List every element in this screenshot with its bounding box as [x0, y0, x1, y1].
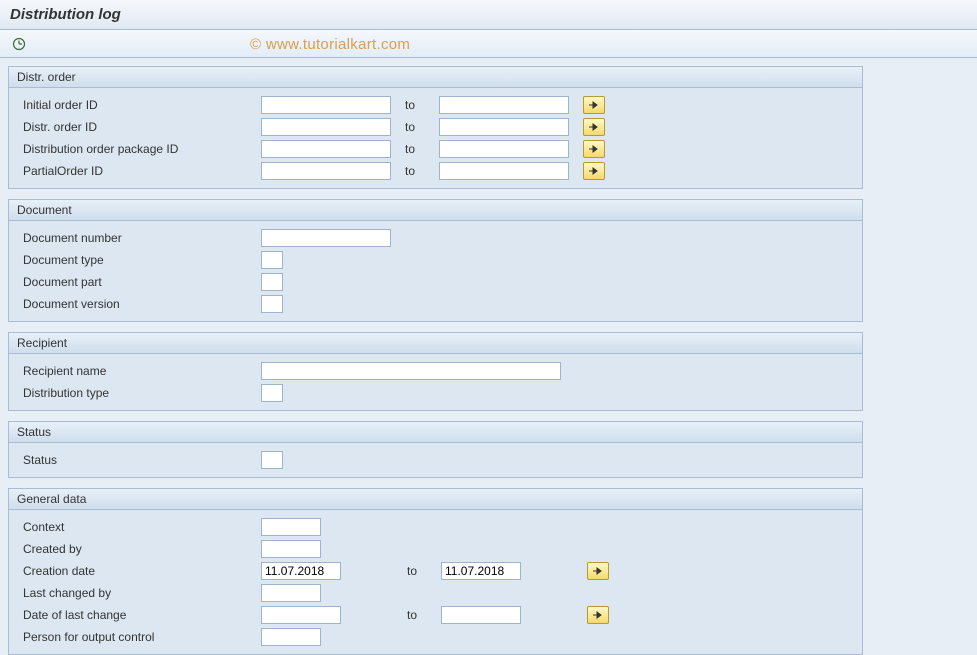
multi-select-button[interactable]: [583, 118, 605, 136]
row-partial-order-id: PartialOrder ID to: [17, 160, 609, 182]
document-part-input[interactable]: [261, 273, 283, 291]
document-type-input[interactable]: [261, 251, 283, 269]
label-distribution-type: Distribution type: [17, 382, 257, 404]
partial-order-id-to-input[interactable]: [439, 162, 569, 180]
distr-order-id-from-input[interactable]: [261, 118, 391, 136]
arrow-right-icon: [592, 566, 604, 576]
row-dist-order-package-id: Distribution order package ID to: [17, 138, 609, 160]
distribution-type-input[interactable]: [261, 384, 283, 402]
dist-order-package-id-from-input[interactable]: [261, 140, 391, 158]
label-document-part: Document part: [17, 271, 257, 293]
label-document-version: Document version: [17, 293, 257, 315]
document-version-input[interactable]: [261, 295, 283, 313]
panel-status: Status Status: [8, 421, 863, 478]
initial-order-id-from-input[interactable]: [261, 96, 391, 114]
content-area: Distr. order Initial order ID to Distr. …: [0, 58, 977, 655]
toolbar: [0, 30, 977, 58]
recipient-name-input[interactable]: [261, 362, 561, 380]
label-recipient-name: Recipient name: [17, 360, 257, 382]
creation-date-to-input[interactable]: [441, 562, 521, 580]
label-distr-order-id: Distr. order ID: [17, 116, 257, 138]
row-creation-date: Creation date to: [17, 560, 613, 582]
last-changed-by-input[interactable]: [261, 584, 321, 602]
to-label: to: [395, 116, 435, 138]
person-output-control-input[interactable]: [261, 628, 321, 646]
to-label: to: [395, 138, 435, 160]
page-title: Distribution log: [0, 0, 977, 30]
panel-title-recipient: Recipient: [9, 333, 862, 354]
multi-select-button[interactable]: [587, 606, 609, 624]
panel-general-data: General data Context Created by Creation…: [8, 488, 863, 655]
to-label: to: [395, 160, 435, 182]
execute-button[interactable]: [8, 34, 30, 54]
dist-order-package-id-to-input[interactable]: [439, 140, 569, 158]
row-distr-order-id: Distr. order ID to: [17, 116, 609, 138]
created-by-input[interactable]: [261, 540, 321, 558]
label-creation-date: Creation date: [17, 560, 257, 582]
arrow-right-icon: [588, 166, 600, 176]
label-created-by: Created by: [17, 538, 257, 560]
clock-icon: [12, 37, 26, 51]
arrow-right-icon: [592, 610, 604, 620]
panel-distr-order: Distr. order Initial order ID to Distr. …: [8, 66, 863, 189]
date-last-change-to-input[interactable]: [441, 606, 521, 624]
label-document-type: Document type: [17, 249, 257, 271]
label-last-changed-by: Last changed by: [17, 582, 257, 604]
multi-select-button[interactable]: [583, 162, 605, 180]
multi-select-button[interactable]: [583, 96, 605, 114]
label-document-number: Document number: [17, 227, 257, 249]
label-dist-order-package-id: Distribution order package ID: [17, 138, 257, 160]
arrow-right-icon: [588, 100, 600, 110]
label-partial-order-id: PartialOrder ID: [17, 160, 257, 182]
panel-title-status: Status: [9, 422, 862, 443]
to-label: to: [395, 94, 435, 116]
distr-order-id-to-input[interactable]: [439, 118, 569, 136]
document-number-input[interactable]: [261, 229, 391, 247]
to-label: to: [397, 604, 437, 626]
date-last-change-from-input[interactable]: [261, 606, 341, 624]
context-input[interactable]: [261, 518, 321, 536]
label-status: Status: [17, 449, 257, 471]
status-input[interactable]: [261, 451, 283, 469]
multi-select-button[interactable]: [583, 140, 605, 158]
initial-order-id-to-input[interactable]: [439, 96, 569, 114]
label-person-output-control: Person for output control: [17, 626, 257, 648]
label-date-last-change: Date of last change: [17, 604, 257, 626]
arrow-right-icon: [588, 122, 600, 132]
creation-date-from-input[interactable]: [261, 562, 341, 580]
row-date-last-change: Date of last change to: [17, 604, 613, 626]
label-initial-order-id: Initial order ID: [17, 94, 257, 116]
multi-select-button[interactable]: [587, 562, 609, 580]
arrow-right-icon: [588, 144, 600, 154]
label-context: Context: [17, 516, 257, 538]
row-initial-order-id: Initial order ID to: [17, 94, 609, 116]
panel-title-distr-order: Distr. order: [9, 67, 862, 88]
panel-title-document: Document: [9, 200, 862, 221]
panel-document: Document Document number Document type D…: [8, 199, 863, 322]
panel-recipient: Recipient Recipient name Distribution ty…: [8, 332, 863, 411]
to-label: to: [397, 560, 437, 582]
panel-title-general-data: General data: [9, 489, 862, 510]
partial-order-id-from-input[interactable]: [261, 162, 391, 180]
